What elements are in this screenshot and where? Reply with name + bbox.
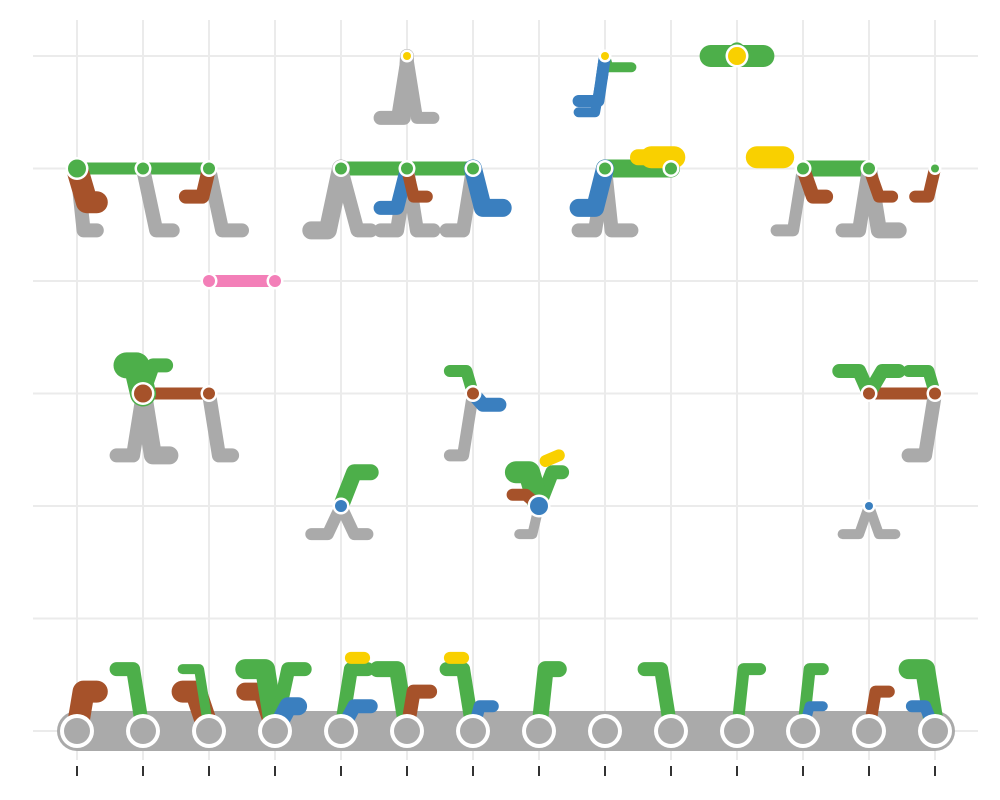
branch-stroke — [796, 161, 834, 204]
hub-node — [467, 162, 479, 175]
hub-nodes — [60, 44, 952, 748]
branch-stroke — [334, 161, 378, 238]
hub-node — [137, 162, 149, 175]
hub-node — [203, 275, 215, 287]
hub-node — [262, 718, 288, 744]
hub-node — [922, 718, 948, 744]
branch-stroke — [569, 159, 614, 217]
branch-stroke — [202, 161, 249, 238]
hub-node — [269, 275, 281, 287]
branch-stroke — [109, 662, 150, 738]
branch-stroke — [443, 387, 479, 462]
hub-node — [130, 718, 156, 744]
branch-stroke — [637, 662, 678, 738]
x-axis-ticks — [76, 766, 936, 776]
hub-node — [865, 502, 873, 510]
hub-node — [724, 718, 750, 744]
hub-node — [863, 162, 875, 175]
branch-stroke — [439, 662, 480, 738]
branch-stroke — [202, 386, 240, 463]
branch-stroke — [235, 659, 285, 741]
branch-stroke — [134, 384, 179, 465]
branch-stroke — [770, 162, 809, 237]
hub-node — [931, 164, 939, 173]
hub-node — [403, 52, 411, 60]
hub-node — [203, 162, 215, 175]
hub-node — [856, 718, 882, 744]
hub-node — [863, 387, 875, 400]
hub-node — [797, 162, 809, 175]
hub-node — [394, 718, 420, 744]
branch-stroke — [901, 386, 942, 463]
hub-node — [64, 718, 90, 744]
branch-stroke — [539, 449, 565, 467]
hub-node — [790, 718, 816, 744]
hub-node — [203, 387, 215, 400]
branch-stroke — [864, 501, 901, 540]
hub-node — [599, 162, 611, 175]
branch-stroke — [531, 661, 567, 739]
hub-node — [401, 162, 413, 175]
branch-stroke — [863, 162, 899, 203]
hub-node — [196, 718, 222, 744]
hub-node — [658, 718, 684, 744]
branch-stroke — [66, 157, 108, 214]
branch-stroke — [835, 161, 876, 238]
branch-stroke — [333, 464, 379, 514]
hub-node — [929, 387, 941, 400]
branch-stroke — [909, 162, 941, 203]
hub-node — [601, 52, 609, 60]
branch-stroke — [178, 161, 216, 204]
branch-stroke — [401, 162, 433, 203]
hub-node — [530, 497, 548, 515]
hub-node — [665, 162, 677, 175]
branch-stroke — [302, 159, 350, 240]
branch-stroke — [305, 500, 347, 541]
hub-node — [460, 718, 486, 744]
hub-node — [728, 47, 746, 65]
hub-node — [592, 718, 618, 744]
branch-stroke — [504, 461, 550, 517]
hub-node — [526, 718, 552, 744]
hub-node — [68, 159, 86, 178]
branch-stroke — [464, 159, 512, 217]
branch-stroke — [335, 500, 374, 541]
branch-stroke — [862, 364, 906, 401]
hub-node — [328, 718, 354, 744]
hub-node — [467, 387, 479, 400]
branch-stroke — [177, 664, 214, 736]
hub-node — [335, 500, 347, 512]
branch-stroke — [136, 161, 180, 238]
branch-stroke — [373, 161, 414, 215]
hub-node — [335, 162, 347, 175]
hub-node — [134, 384, 152, 403]
branch-stroke — [837, 501, 874, 540]
branch-stroke — [731, 663, 767, 737]
